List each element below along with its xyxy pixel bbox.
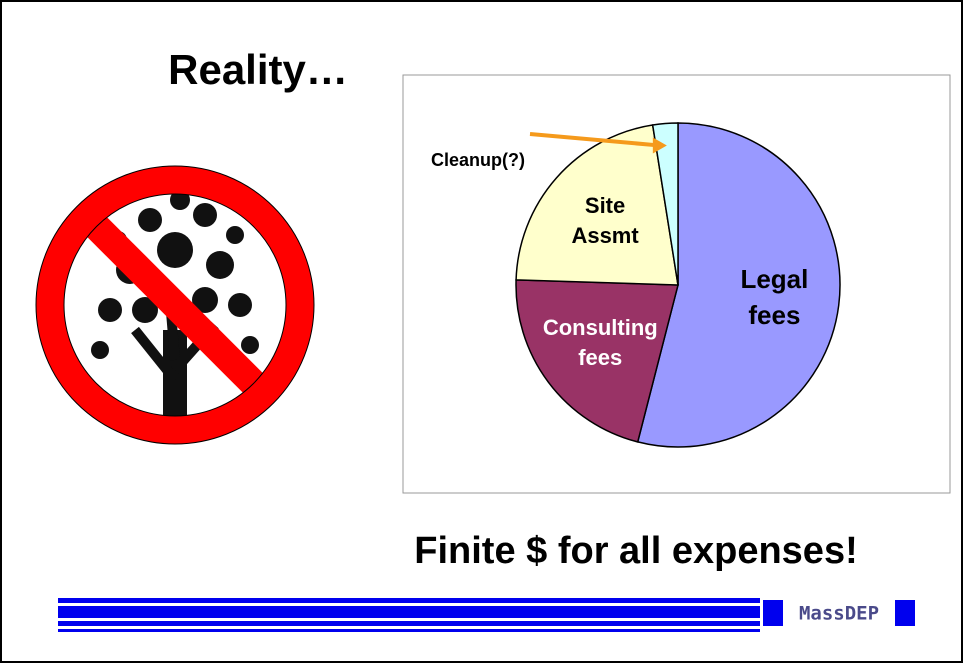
slice-label: Legal fees xyxy=(740,264,809,331)
callout-arrowhead xyxy=(652,137,667,154)
pie-slice xyxy=(515,279,679,443)
logo-text: MassDEP xyxy=(799,603,879,625)
slice-label: Cleanup(?) xyxy=(431,150,525,170)
slice-label: Consulting fees xyxy=(542,315,658,371)
slide-caption: Finite $ for all expenses! xyxy=(414,530,857,572)
pie-slice xyxy=(515,124,679,286)
callout-arrow xyxy=(529,132,660,148)
footer-bars xyxy=(58,598,915,632)
pie-slice xyxy=(636,122,841,448)
no-money-tree-icon xyxy=(35,165,315,445)
slide-title: Reality… xyxy=(168,46,348,93)
slice-label: Site Assmt xyxy=(571,192,639,248)
pie-slice xyxy=(651,122,679,286)
